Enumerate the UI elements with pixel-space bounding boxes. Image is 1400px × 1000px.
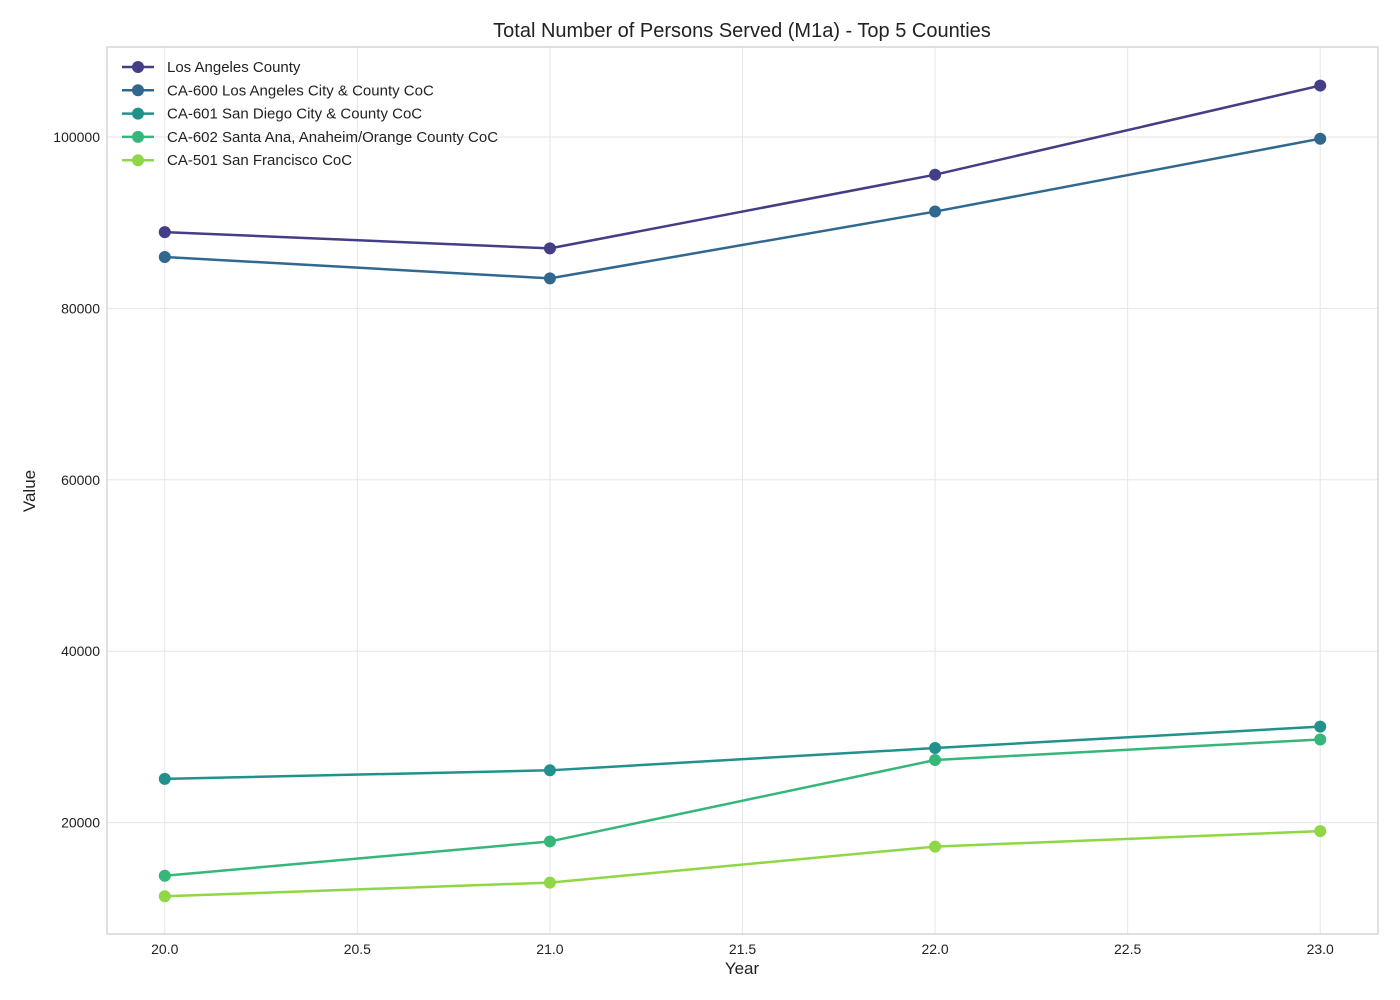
legend-item: CA-601 San Diego City & County CoC xyxy=(122,106,422,123)
y-tick-label: 40000 xyxy=(61,643,100,659)
series-2 xyxy=(158,132,1327,285)
legend-label: CA-602 Santa Ana, Anaheim/Orange County … xyxy=(167,129,498,146)
legend-item: CA-602 Santa Ana, Anaheim/Orange County … xyxy=(122,129,498,146)
legend-swatch-marker xyxy=(132,61,144,73)
x-tick-label: 22.0 xyxy=(921,941,948,957)
y-axis-label: Value xyxy=(20,470,39,512)
data-point xyxy=(543,876,556,889)
legend-item: CA-501 San Francisco CoC xyxy=(122,152,352,169)
data-point xyxy=(158,226,171,239)
series-line xyxy=(163,725,1322,781)
y-tick-label: 80000 xyxy=(61,300,100,316)
legend-swatch-marker xyxy=(132,84,144,97)
data-point xyxy=(158,890,171,903)
x-axis-ticks: 20.0 20.5 21.0 21.5 22.0 22.5 23.0 xyxy=(151,941,1334,957)
data-point xyxy=(1314,79,1327,92)
y-tick-label: 20000 xyxy=(61,815,100,831)
grid xyxy=(107,47,1378,934)
legend-label: CA-600 Los Angeles City & County CoC xyxy=(167,82,434,99)
y-axis-ticks: 20000 40000 60000 80000 100000 xyxy=(53,129,100,831)
plot-frame xyxy=(106,46,1379,935)
series-1 xyxy=(158,79,1327,255)
data-point xyxy=(158,869,171,882)
data-point xyxy=(158,772,171,785)
data-point xyxy=(929,754,942,767)
series-4 xyxy=(158,733,1327,882)
data-point xyxy=(929,205,942,218)
data-point xyxy=(543,835,556,848)
data-point xyxy=(929,840,942,853)
data-point xyxy=(543,764,556,777)
legend-label: Los Angeles County xyxy=(167,59,301,76)
data-point xyxy=(1314,733,1327,746)
x-axis-label: Year xyxy=(725,959,760,978)
legend-swatch-marker xyxy=(132,154,144,167)
series-line xyxy=(163,84,1322,250)
legend-item: CA-600 Los Angeles City & County CoC xyxy=(122,82,434,99)
data-point xyxy=(1314,132,1327,145)
x-tick-label: 21.0 xyxy=(536,941,563,957)
series-line xyxy=(163,738,1322,877)
chart-title: Total Number of Persons Served (M1a) - T… xyxy=(493,20,991,42)
data-point xyxy=(543,242,556,255)
legend-swatch-marker xyxy=(132,107,144,120)
legend-label: CA-501 San Francisco CoC xyxy=(167,152,352,169)
legend-label: CA-601 San Diego City & County CoC xyxy=(167,106,422,123)
x-tick-label: 20.5 xyxy=(344,941,371,957)
data-point xyxy=(929,742,942,755)
x-tick-label: 20.0 xyxy=(151,941,178,957)
y-tick-label: 100000 xyxy=(53,129,100,145)
data-point xyxy=(1314,720,1327,733)
y-tick-label: 60000 xyxy=(61,472,100,488)
series-3 xyxy=(158,720,1327,785)
data-point xyxy=(1314,825,1327,838)
legend: Los Angeles County CA-600 Los Angeles Cit… xyxy=(122,59,498,169)
series-5 xyxy=(158,825,1327,903)
x-tick-label: 23.0 xyxy=(1307,941,1334,957)
x-tick-label: 21.5 xyxy=(729,941,756,957)
series-group xyxy=(158,79,1327,903)
series-line xyxy=(163,137,1322,280)
data-point xyxy=(929,168,942,181)
legend-swatch-marker xyxy=(132,130,144,143)
legend-item: Los Angeles County xyxy=(122,59,301,76)
data-point xyxy=(543,272,556,285)
series-line xyxy=(163,829,1322,898)
data-point xyxy=(158,250,171,263)
x-tick-label: 22.5 xyxy=(1114,941,1141,957)
